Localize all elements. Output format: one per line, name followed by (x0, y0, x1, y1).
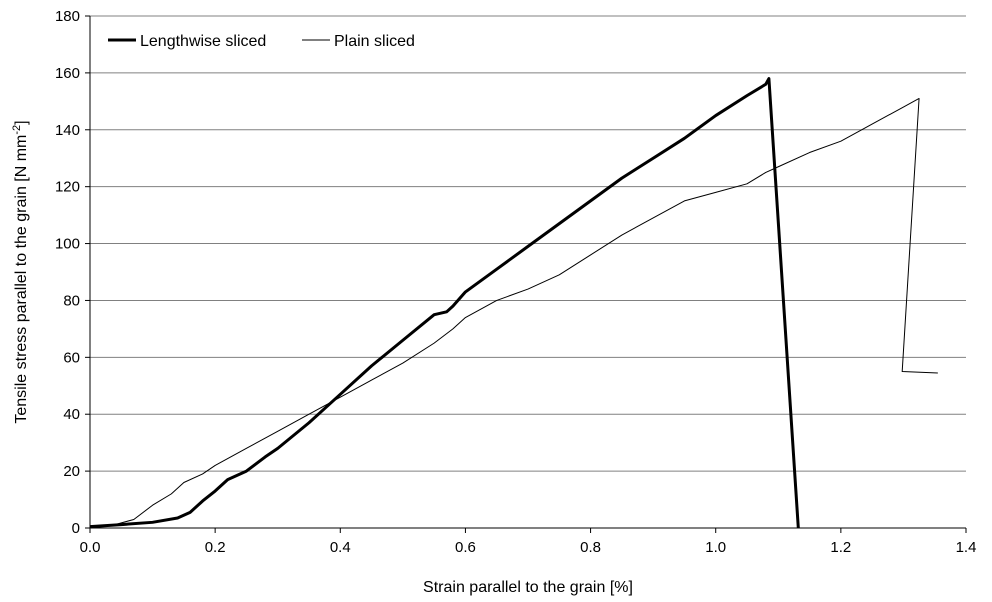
series-line-lengthwise-sliced (89, 77, 800, 529)
x-tick-label: 0.2 (205, 539, 226, 556)
x-axis-title: Strain parallel to the grain [%] (423, 579, 633, 596)
y-tick-label: 20 (63, 463, 80, 480)
x-tick-label: 0.4 (330, 539, 351, 556)
legend-label-plain-sliced: Plain sliced (334, 33, 415, 50)
y-axis-title-main: Tensile stress parallel to the grain [N … (13, 135, 30, 424)
legend: Lengthwise sliced Plain sliced (108, 33, 415, 50)
x-tick-label: 1.4 (956, 539, 977, 556)
y-tick-label: 160 (55, 65, 80, 82)
y-tick-label: 40 (63, 406, 80, 423)
x-tick-label: 0.8 (580, 539, 601, 556)
y-tick-label: 140 (55, 122, 80, 139)
series-layer (89, 77, 938, 529)
y-tick-label: 180 (55, 8, 80, 25)
y-tick-label: 100 (55, 236, 80, 253)
legend-label-lengthwise-sliced: Lengthwise sliced (140, 33, 266, 50)
y-axis-title: Tensile stress parallel to the grain [N … (11, 120, 30, 423)
x-tick-label: 1.0 (705, 539, 726, 556)
y-tick-label: 120 (55, 179, 80, 196)
y-tick-label: 80 (63, 292, 80, 309)
y-axis-title-end: ] (13, 120, 30, 124)
x-tick-label: 1.2 (830, 539, 851, 556)
series-line-plain-sliced (89, 97, 938, 528)
grid-layer (90, 15, 966, 472)
x-tick-label: 0.0 (80, 539, 101, 556)
x-tick-label: 0.6 (455, 539, 476, 556)
y-axis-title-sup: -2 (11, 125, 23, 135)
axes-layer: 0 20 40 60 80 100 120 140 160 180 0.0 0.2 0.4 0.6 0.8 1… (55, 8, 976, 556)
y-tick-label: 0 (72, 520, 80, 537)
y-tick-label: 60 (63, 349, 80, 366)
